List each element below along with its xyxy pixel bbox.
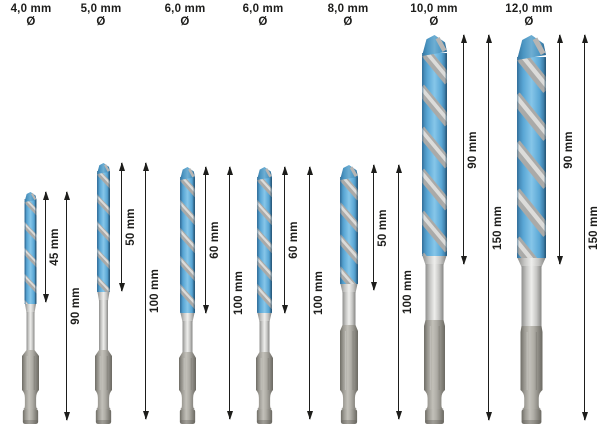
dimension-label: 90 mm — [467, 130, 479, 169]
drill-bit-image — [336, 165, 362, 424]
dimension-label: 150 mm — [588, 205, 600, 250]
diameter-value: 5,0 mm — [80, 3, 122, 15]
arrowhead-up-icon — [281, 166, 288, 175]
diameter-label: 12,0 mm Ø — [505, 3, 552, 29]
diameter-value: 8,0 mm — [327, 3, 369, 15]
diameter-symbol: Ø — [180, 16, 190, 28]
drill-bit-image — [513, 35, 550, 424]
arrowhead-down-icon — [556, 256, 563, 265]
dimension-arrow: 90 mm — [556, 34, 575, 265]
arrowhead-up-icon — [63, 191, 70, 200]
arrowhead-down-icon — [118, 283, 125, 292]
dimension-label: 50 mm — [125, 208, 137, 246]
arrowhead-up-icon — [42, 191, 49, 200]
diameter-label: 10,0 mm Ø — [410, 3, 457, 29]
dimension-arrow: 100 mm — [142, 162, 161, 420]
diameter-value: 4,0 mm — [10, 3, 52, 15]
diameter-label: 4,0 mm Ø — [11, 3, 52, 29]
diameter-symbol: Ø — [343, 16, 353, 28]
drill-bit-image — [91, 163, 116, 424]
diameter-label: 6,0 mm Ø — [243, 3, 284, 29]
drill-bit-image — [418, 35, 451, 424]
dimension-arrow: 100 mm — [226, 166, 245, 420]
arrowhead-up-icon — [370, 164, 377, 173]
dimension-arrow: 90 mm — [63, 191, 82, 421]
diameter-label: 8,0 mm Ø — [328, 3, 369, 29]
dimension-label: 45 mm — [49, 228, 61, 266]
dimension-arrow: 90 mm — [460, 34, 479, 265]
diameter-value: 12,0 mm — [505, 3, 553, 15]
arrowhead-down-icon — [202, 305, 209, 314]
arrowhead-down-icon — [142, 411, 149, 420]
arrowhead-up-icon — [118, 162, 125, 171]
arrowhead-down-icon — [581, 412, 588, 421]
diameter-symbol: Ø — [258, 16, 268, 28]
arrowhead-up-icon — [306, 166, 313, 175]
arrowhead-up-icon — [395, 164, 402, 173]
drill-bit-image — [175, 167, 200, 424]
dimension-label: 90 mm — [563, 130, 575, 169]
arrowhead-down-icon — [485, 412, 492, 421]
arrowhead-up-icon — [226, 166, 233, 175]
arrowhead-down-icon — [306, 411, 313, 420]
dimension-arrow: 50 mm — [118, 162, 137, 292]
dimension-arrow: 150 mm — [581, 34, 600, 421]
arrowhead-down-icon — [395, 411, 402, 420]
dimension-label: 150 mm — [492, 205, 504, 250]
diameter-value: 6,0 mm — [242, 3, 284, 15]
diameter-symbol: Ø — [96, 16, 106, 28]
arrowhead-down-icon — [460, 256, 467, 265]
diameter-symbol: Ø — [524, 16, 534, 28]
arrowhead-up-icon — [581, 34, 588, 43]
arrowhead-up-icon — [485, 34, 492, 43]
dimension-arrow: 100 mm — [306, 166, 325, 420]
drill-bit-image — [252, 167, 277, 424]
dimension-arrow: 60 mm — [281, 166, 300, 314]
dimension-label: 100 mm — [313, 270, 325, 316]
arrowhead-up-icon — [202, 166, 209, 175]
arrowhead-up-icon — [460, 34, 467, 43]
dimension-label: 100 mm — [149, 268, 161, 314]
dimension-label: 50 mm — [377, 208, 389, 247]
arrowhead-down-icon — [370, 282, 377, 291]
diameter-symbol: Ø — [26, 16, 36, 28]
dimension-arrow: 100 mm — [395, 164, 414, 420]
arrowhead-down-icon — [63, 412, 70, 421]
diameter-symbol: Ø — [429, 16, 439, 28]
dimension-label: 100 mm — [233, 270, 245, 316]
diameter-label: 5,0 mm Ø — [81, 3, 122, 29]
diameter-value: 10,0 mm — [410, 3, 458, 15]
arrowhead-up-icon — [556, 34, 563, 43]
dimension-label: 90 mm — [70, 287, 82, 325]
dimension-label: 60 mm — [209, 221, 221, 259]
dimension-label: 100 mm — [402, 269, 414, 315]
dimension-arrow: 50 mm — [370, 164, 389, 291]
arrowhead-down-icon — [226, 411, 233, 420]
dimension-arrow: 150 mm — [485, 34, 504, 421]
arrowhead-down-icon — [281, 305, 288, 314]
drill-bit-image — [18, 192, 43, 424]
diameter-value: 6,0 mm — [164, 3, 206, 15]
dimension-arrow: 45 mm — [42, 191, 61, 303]
diameter-label: 6,0 mm Ø — [165, 3, 206, 29]
arrowhead-up-icon — [142, 162, 149, 171]
dimension-arrow: 60 mm — [202, 166, 221, 314]
arrowhead-down-icon — [42, 294, 49, 303]
dimension-label: 60 mm — [288, 221, 300, 259]
